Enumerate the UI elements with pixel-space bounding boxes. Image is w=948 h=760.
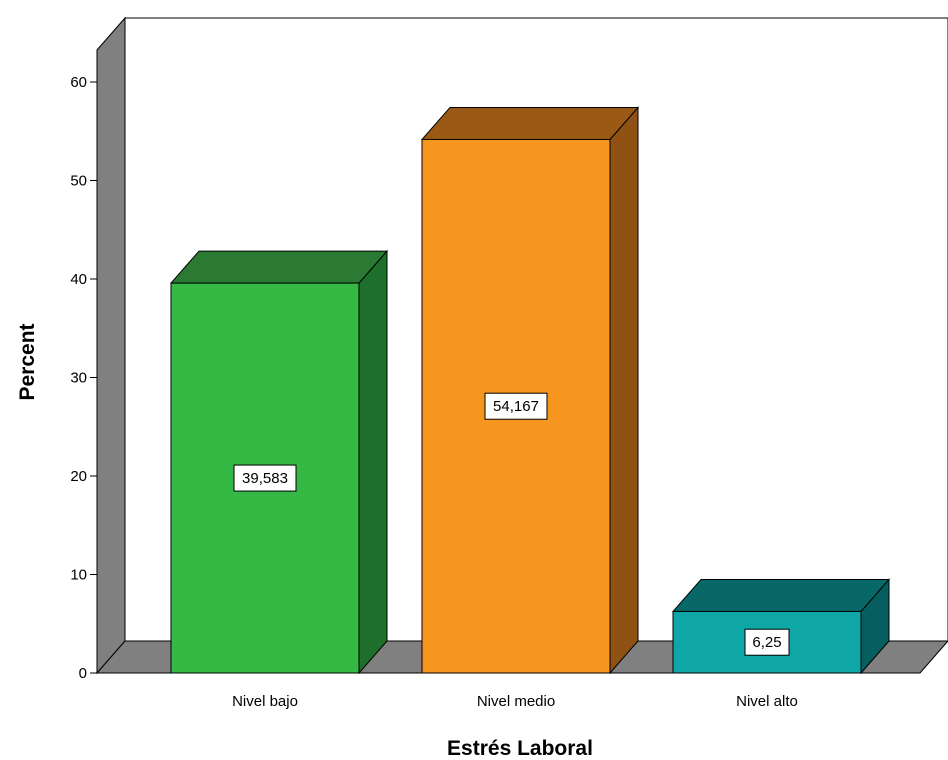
data-label-box <box>744 628 790 656</box>
x-tick-label: Nivel alto <box>736 693 798 710</box>
bar-3: 6,25 <box>671 578 891 675</box>
bar-top <box>169 250 389 284</box>
data-label: 39,583 <box>242 470 288 487</box>
bar-top <box>671 578 891 612</box>
y-tick-label: 60 <box>70 74 87 91</box>
bar-side <box>358 249 388 675</box>
x-axis-title: Estrés Laboral <box>447 737 593 760</box>
x-axis: Nivel bajo Nivel medio Nivel alto <box>232 693 798 710</box>
x-tick-label: Nivel bajo <box>232 693 298 710</box>
left-wall <box>96 16 126 675</box>
y-axis: 0 10 20 30 40 50 60 <box>70 50 98 682</box>
x-tick-label: Nivel medio <box>477 693 555 710</box>
y-tick-label: 10 <box>70 567 87 584</box>
bar-top <box>420 106 640 140</box>
data-label: 6,25 <box>752 634 781 651</box>
y-tick-label: 40 <box>70 271 87 288</box>
data-label: 54,167 <box>493 398 539 415</box>
bar-side <box>609 106 639 675</box>
y-axis-title: Percent <box>16 323 39 400</box>
bar-1: 39,583 <box>169 249 389 675</box>
bar-2: 54,167 <box>420 106 640 675</box>
data-label-box <box>484 392 548 420</box>
data-label-box <box>233 464 297 492</box>
y-tick-label: 0 <box>79 665 87 682</box>
y-tick-label: 20 <box>70 468 87 485</box>
y-tick-label: 30 <box>70 370 87 387</box>
y-tick-label: 50 <box>70 173 87 190</box>
bars: 39,583 54,167 6,25 <box>169 106 891 675</box>
